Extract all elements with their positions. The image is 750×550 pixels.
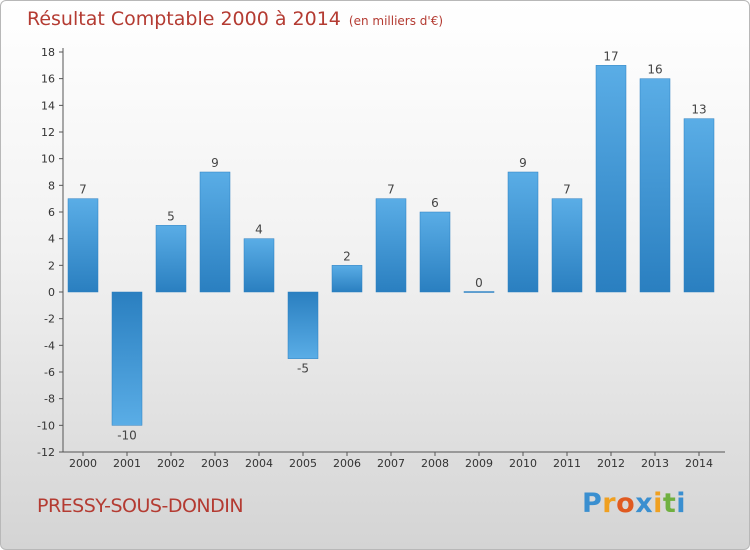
bar-2011 <box>551 198 583 293</box>
bar-2003 <box>199 171 231 293</box>
y-tick-label: -10 <box>37 419 55 432</box>
y-tick-label: 16 <box>41 73 55 86</box>
logo-letter: i <box>653 488 663 519</box>
x-tick-label-2007: 2007 <box>377 457 405 470</box>
y-tick-label: 8 <box>48 179 55 192</box>
x-tick-label-2000: 2000 <box>69 457 97 470</box>
value-label-2014: 13 <box>691 103 706 117</box>
proxiti-logo: Proxiti <box>582 488 686 519</box>
x-tick-label-2002: 2002 <box>157 457 185 470</box>
x-tick-label-2014: 2014 <box>685 457 713 470</box>
bar-2009 <box>463 291 495 293</box>
value-label-2012: 17 <box>603 49 618 63</box>
value-label-2010: 9 <box>519 156 527 170</box>
chart-subtitle: (en milliers d'€) <box>348 14 444 28</box>
logo-letter: P <box>582 488 603 519</box>
x-tick-label-2010: 2010 <box>509 457 537 470</box>
bar-2004 <box>243 238 275 293</box>
logo-letter: o <box>616 488 636 519</box>
title-text: Résultat Comptable 2000 à 2014 <box>27 8 341 30</box>
value-label-2007: 7 <box>387 183 395 197</box>
bar-2014 <box>683 118 715 293</box>
bar-2012 <box>595 65 627 293</box>
bar-2000 <box>67 198 99 293</box>
y-tick-label: -2 <box>44 313 55 326</box>
y-tick-label: 2 <box>48 259 55 272</box>
x-tick-label-2012: 2012 <box>597 457 625 470</box>
x-tick-label-2013: 2013 <box>641 457 669 470</box>
x-tick-label-2001: 2001 <box>113 457 141 470</box>
x-tick-label-2006: 2006 <box>333 457 361 470</box>
y-tick-label: 18 <box>41 46 55 59</box>
value-label-2009: 0 <box>475 276 483 290</box>
x-tick-label-2005: 2005 <box>289 457 317 470</box>
y-tick-label: 12 <box>41 126 55 139</box>
y-tick-label: 0 <box>48 286 55 299</box>
y-tick-label: 10 <box>41 153 55 166</box>
value-label-2013: 16 <box>647 63 662 77</box>
chart-title: Résultat Comptable 2000 à 2014 (en millie… <box>27 8 443 30</box>
y-tick-label: -8 <box>44 393 55 406</box>
x-tick-label-2011: 2011 <box>553 457 581 470</box>
bar-2005 <box>287 291 319 359</box>
y-tick-label: 4 <box>48 233 55 246</box>
value-label-2006: 2 <box>343 249 351 263</box>
commune-name: PRESSY-SOUS-DONDIN <box>37 495 244 517</box>
value-label-2011: 7 <box>563 183 571 197</box>
x-tick-label-2003: 2003 <box>201 457 229 470</box>
bar-2013 <box>639 78 671 293</box>
value-label-2003: 9 <box>211 156 219 170</box>
bar-2006 <box>331 265 363 293</box>
y-tick-label: -12 <box>37 446 55 459</box>
value-label-2008: 6 <box>431 196 439 210</box>
x-tick-label-2009: 2009 <box>465 457 493 470</box>
bar-2002 <box>155 225 187 293</box>
logo-letter: t <box>662 488 677 519</box>
bar-2007 <box>375 198 407 293</box>
value-label-2002: 5 <box>167 209 175 223</box>
logo-letter: r <box>602 488 617 519</box>
value-label-2001: -10 <box>117 428 137 442</box>
y-tick-label: -6 <box>44 366 55 379</box>
value-label-2000: 7 <box>79 183 87 197</box>
value-label-2005: -5 <box>297 362 309 376</box>
y-tick-label: 14 <box>41 99 55 112</box>
x-tick-label-2008: 2008 <box>421 457 449 470</box>
bar-2001 <box>111 291 143 426</box>
y-tick-label: -4 <box>44 339 55 352</box>
bar-2010 <box>507 171 539 293</box>
logo-letter: i <box>676 488 687 519</box>
bar-2008 <box>419 211 451 293</box>
value-label-2004: 4 <box>255 223 263 237</box>
logo-letter: x <box>635 488 654 519</box>
y-tick-label: 6 <box>48 206 55 219</box>
x-tick-label-2004: 2004 <box>245 457 273 470</box>
